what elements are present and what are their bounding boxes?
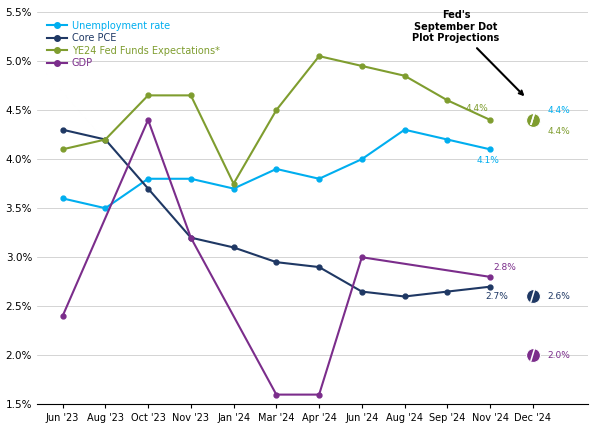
Text: 4.4%: 4.4%: [548, 106, 571, 115]
Legend: Unemployment rate, Core PCE, YE24 Fed Funds Expectations*, GDP: Unemployment rate, Core PCE, YE24 Fed Fu…: [48, 21, 219, 68]
Text: 2.7%: 2.7%: [485, 293, 508, 302]
Text: 2.0%: 2.0%: [548, 351, 571, 360]
Text: 4.4%: 4.4%: [466, 104, 489, 113]
Text: /: /: [530, 112, 536, 127]
Text: /: /: [530, 348, 536, 363]
Text: /: /: [530, 112, 536, 127]
Text: /: /: [530, 289, 536, 304]
Text: 4.4%: 4.4%: [548, 127, 571, 136]
Text: 2.6%: 2.6%: [548, 292, 571, 301]
Text: 2.8%: 2.8%: [494, 263, 517, 272]
Text: 4.1%: 4.1%: [476, 156, 500, 165]
Text: Fed's
September Dot
Plot Projections: Fed's September Dot Plot Projections: [412, 10, 523, 95]
